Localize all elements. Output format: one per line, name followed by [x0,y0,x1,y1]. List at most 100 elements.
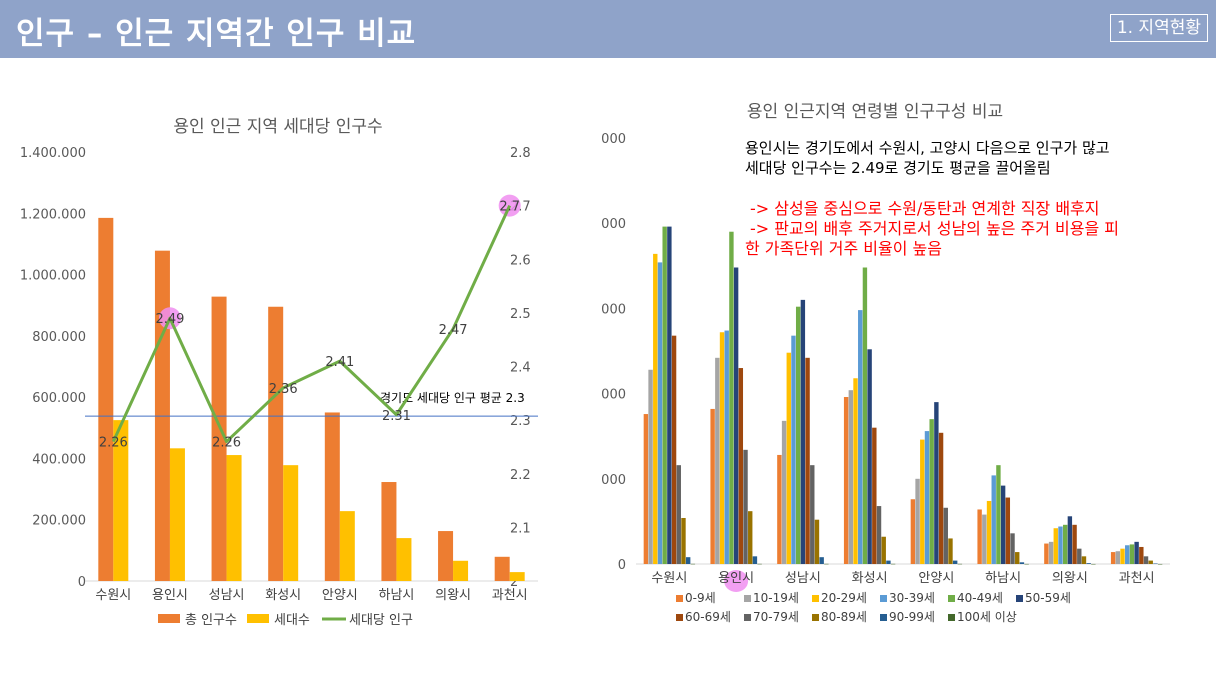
bar [982,514,987,564]
y2-tick-label: 2.6 [510,253,531,268]
bar [715,357,720,564]
bar [872,427,877,564]
y2-tick-label: 2.4 [510,361,531,376]
bar [743,449,748,564]
bar [1157,563,1163,565]
legend-label: 60-69세 [685,610,731,624]
bar-series [98,217,525,582]
bar [991,475,996,564]
bar [1143,556,1149,564]
bar [1062,524,1068,564]
highlight-circle [724,570,749,592]
legend-label: 70-79세 [753,610,799,624]
y-tick-label: 0 [618,558,626,573]
bar [781,420,787,564]
header-bar: 인구 – 인근 지역간 인구 비교 1. 지역현황 [0,0,1216,58]
bar [791,335,796,564]
line-series: 2.26 2.49 2.26 2.36 2.41 2.31 2.47 2.7 [99,200,520,451]
bar [681,517,686,564]
bar [929,419,934,564]
bar [843,397,849,564]
bar [1072,524,1077,564]
legend-swatch [676,595,683,602]
x-tick-label: 성남시 [785,571,821,586]
bar [1134,541,1139,564]
bar [938,432,944,564]
bar [1005,497,1011,564]
bar [381,482,397,581]
chart-title: 용인 인근지역 연령별 인구구성 비교 [747,102,1003,122]
y-tick-label: 100.000 [600,388,626,403]
bar [748,511,753,564]
y-tick-label: 200.000 [32,514,86,529]
x-tick-label: 수원시 [651,571,687,586]
legend-swatch [1016,595,1023,602]
y-tick-label: 0 [78,575,86,590]
legend-label: 50-59세 [1025,591,1071,605]
bar [886,560,891,564]
data-label: 2.26 [99,436,128,451]
bar [915,478,920,564]
bar [881,536,886,564]
y-tick-label: 250.000 [600,132,626,147]
legend-swatch [812,595,819,602]
bar [786,352,791,564]
legend-swatch [744,614,751,621]
bar [643,414,649,564]
bar [98,217,114,581]
data-label: 2.36 [269,382,298,397]
bar [671,335,677,564]
bar [910,499,916,564]
bar [268,306,284,581]
bar [1148,560,1153,564]
bar [211,296,227,581]
section-label: 1. 지역현황 [1109,14,1208,42]
x-axis-labels: 수원시 용인시 성남시 화성시 안양시 하남시 의왕시 과천시 [651,571,1154,586]
x-tick-label: 안양시 [918,571,954,586]
legend: 0-9세 10-19세 20-29세 30-39세 40-49세 50-59세 60-69세… [676,591,1071,624]
annotation-text: 세대당 인구수는 2.49로 경기도 평균을 끌어올림 [745,159,1051,177]
bar [648,369,653,564]
bar [952,560,958,564]
bar [853,378,858,564]
legend-swatch [676,614,683,621]
bar [710,408,715,564]
y2-tick-label: 2.3 [510,414,531,429]
legend-swatch [158,614,180,623]
bar [800,299,806,564]
bar [934,402,939,564]
bar [324,412,340,581]
bar [1044,543,1049,564]
bar [1000,485,1006,564]
bar [977,509,982,564]
bar [876,506,882,564]
bar [867,349,872,564]
bar [1015,552,1020,564]
bar [805,357,810,564]
bar [1091,563,1096,565]
bar [1129,544,1135,564]
legend-swatch [948,595,955,602]
bar [719,332,725,564]
annotation-text: 한 가족단위 거주 비율이 높음 [745,239,942,258]
bar [653,253,658,564]
legend-swatch [812,614,819,621]
bar [453,560,469,581]
category-highlight [724,570,749,592]
x-tick-label: 용인시 [152,588,188,603]
bar [690,563,696,565]
x-tick-label: 화성시 [852,571,888,586]
y2-tick-label: 2.8 [510,146,531,161]
bar [339,511,355,581]
x-tick-label: 수원시 [95,588,131,603]
bar [685,557,691,564]
bar [1058,526,1063,564]
legend: 총 인구수 세대수 세대당 인구 [158,613,413,628]
x-tick-label: 과천시 [1119,571,1155,586]
data-label: 2.49 [155,312,184,327]
bar [733,267,739,564]
bar [1120,548,1125,564]
bar [1139,546,1144,564]
bar [113,420,129,581]
legend-label: 30-39세 [889,591,935,605]
